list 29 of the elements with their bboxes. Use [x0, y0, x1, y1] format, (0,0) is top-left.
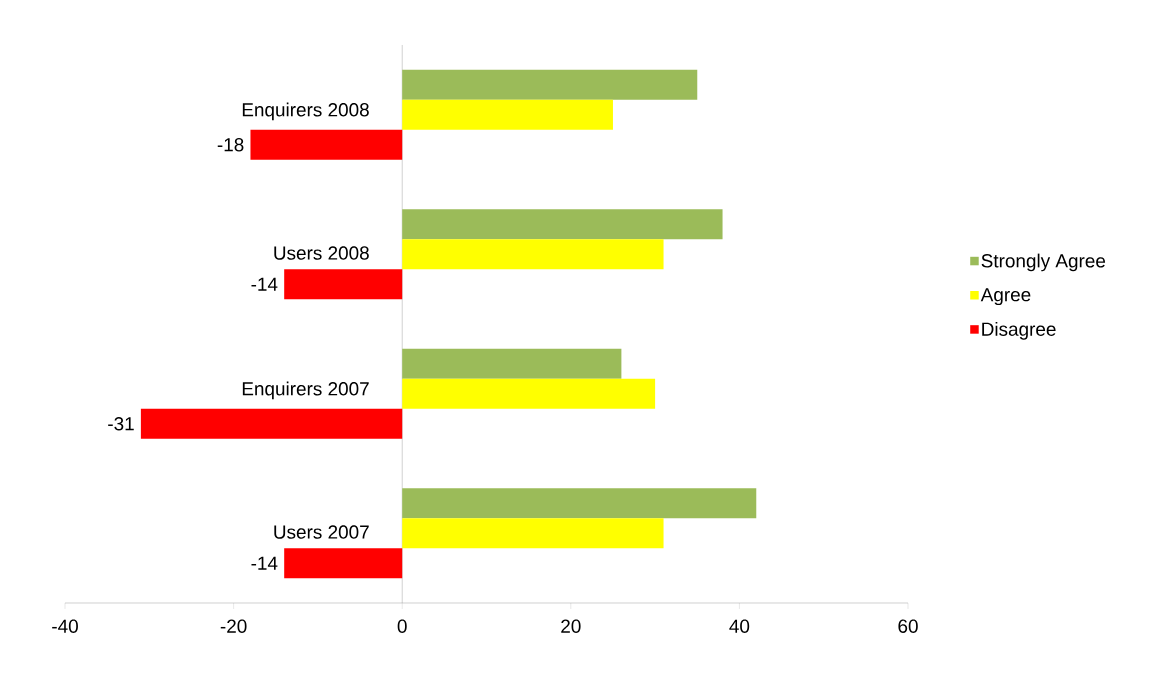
bar	[402, 378, 656, 409]
x-tick-label: 40	[729, 619, 750, 633]
bar	[402, 69, 698, 100]
x-tick-label: -20	[220, 619, 247, 633]
bar	[250, 129, 403, 160]
x-tick-label: 0	[397, 619, 407, 633]
y-tick-label: Enquirers 2007	[242, 381, 369, 400]
legend-label: Agree	[980, 288, 1031, 306]
x-tick-label: 20	[561, 619, 581, 633]
bar	[402, 99, 613, 130]
bar	[284, 269, 403, 300]
legend-label: Strongly Agree	[981, 253, 1106, 272]
bar	[402, 239, 664, 270]
bar	[284, 548, 403, 579]
data-label: -31	[108, 417, 134, 431]
x-tick-label: -40	[52, 619, 78, 633]
bar	[402, 488, 757, 519]
y-tick-label: Users 2008	[274, 246, 369, 260]
data-label: -14	[251, 556, 278, 570]
data-label: -18	[217, 138, 244, 152]
y-tick-label: Users 2007	[274, 525, 369, 539]
data-label: -14	[251, 277, 278, 291]
x-tick-label: 60	[898, 619, 918, 633]
bar	[402, 348, 622, 379]
bar	[402, 518, 664, 549]
y-tick-label: Enquirers 2008	[242, 102, 369, 121]
legend-label: Disagree	[982, 322, 1056, 340]
bar	[402, 209, 723, 240]
bar	[140, 408, 403, 439]
